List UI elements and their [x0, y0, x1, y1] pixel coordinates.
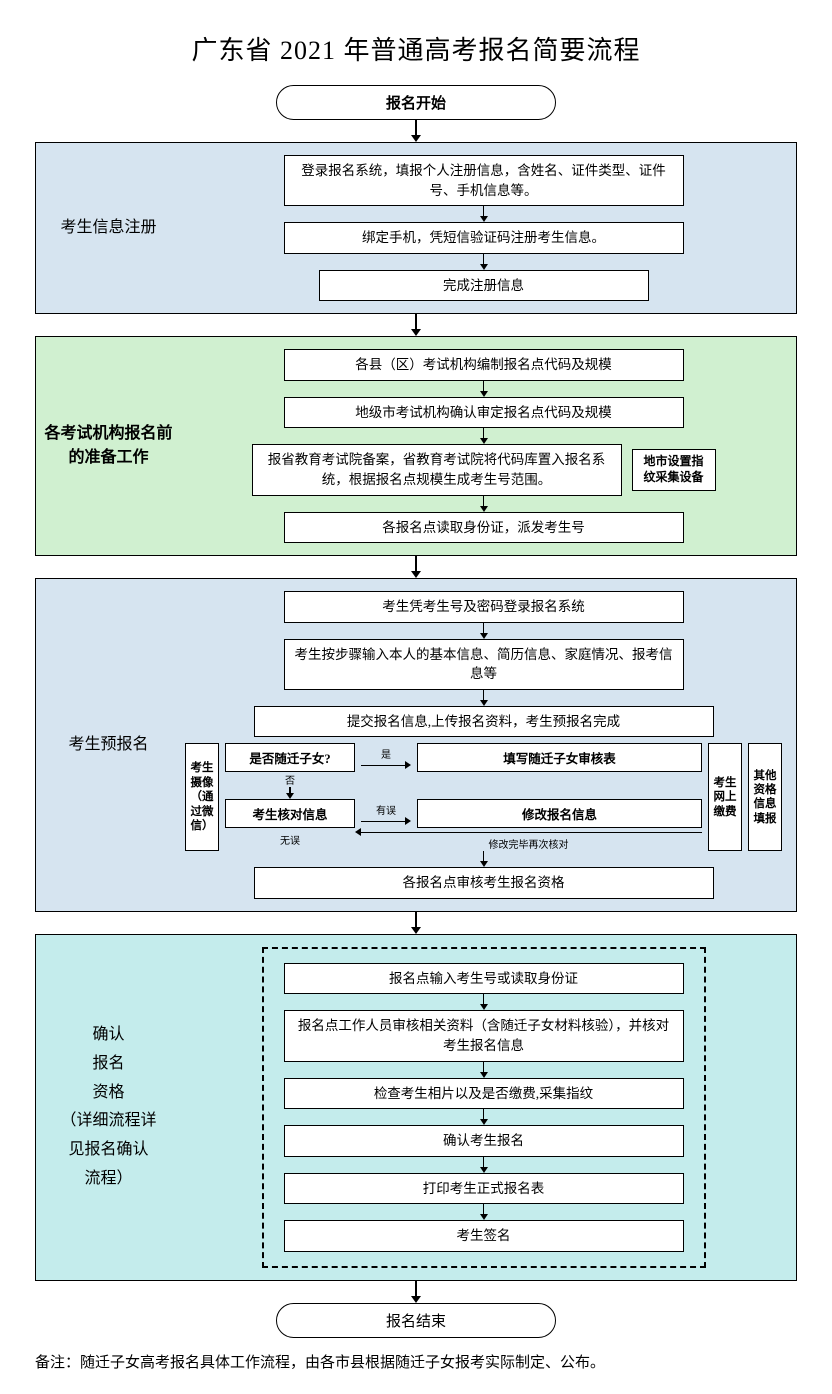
- step-box: 考生签名: [284, 1220, 684, 1252]
- step-box: 各报名点审核考生报名资格: [254, 867, 714, 899]
- section-registration: 考生信息注册 登录报名系统，填报个人注册信息，含姓名、证件类型、证件号、手机信息…: [35, 142, 797, 314]
- edge-label-ok: 无误: [225, 832, 355, 847]
- section-body: 登录报名系统，填报个人注册信息，含姓名、证件类型、证件号、手机信息等。 绑定手机…: [181, 143, 796, 313]
- step-box: 考生凭考生号及密码登录报名系统: [284, 591, 684, 623]
- end-node: 报名结束: [276, 1303, 556, 1338]
- step-box: 检查考生相片以及是否缴费,采集指纹: [284, 1078, 684, 1110]
- step-box: 各报名点读取身份证，派发考生号: [284, 512, 684, 544]
- edge-label-no: 否: [285, 772, 295, 787]
- arrow: [480, 381, 488, 397]
- edge-label-yes: 是: [361, 746, 411, 761]
- step-box: 绑定手机，凭短信验证码注册考生信息。: [284, 222, 684, 254]
- verify-box: 考生核对信息: [225, 799, 355, 828]
- step-box: 考生按步骤输入本人的基本信息、简历信息、家庭情况、报考信息等: [284, 639, 684, 690]
- edge-label-error: 有误: [361, 802, 411, 817]
- edge-label-redo: 修改完毕再次核对: [355, 836, 702, 851]
- arrow: [35, 1281, 797, 1303]
- start-node: 报名开始: [276, 85, 556, 120]
- arrow: [480, 994, 488, 1010]
- fill-form-box: 填写随迁子女审核表: [417, 743, 702, 772]
- arrow: [480, 851, 488, 867]
- step-box: 地级市考试机构确认审定报名点代码及规模: [284, 397, 684, 429]
- step-box: 各县（区）考试机构编制报名点代码及规模: [284, 349, 684, 381]
- arrow: [480, 428, 488, 444]
- arrow: [480, 1204, 488, 1220]
- step-box: 提交报名信息,上传报名资料，考生预报名完成: [254, 706, 714, 738]
- step-box: 登录报名系统，填报个人注册信息，含姓名、证件类型、证件号、手机信息等。: [284, 155, 684, 206]
- arrow: [480, 1157, 488, 1173]
- arrow: [480, 496, 488, 512]
- section-confirm: 确认报名资格（详细流程详见报名确认流程） 报名点输入考生号或读取身份证 报名点工…: [35, 934, 797, 1281]
- step-box: 报名点工作人员审核相关资料（含随迁子女材料核验），并核对考生报名信息: [284, 1010, 684, 1061]
- step-box: 打印考生正式报名表: [284, 1173, 684, 1205]
- step-box: 确认考生报名: [284, 1125, 684, 1157]
- pre-reg-middle: 考生摄像（通过微信） 是否随迁子女? 是 填写随迁子女审核表 否: [185, 743, 782, 851]
- arrow: [35, 556, 797, 578]
- pay-box: 考生网上缴费: [708, 743, 742, 851]
- arrow: [35, 314, 797, 336]
- step-box: 完成注册信息: [319, 270, 649, 302]
- section-preparation: 各考试机构报名前的准备工作 各县（区）考试机构编制报名点代码及规模 地级市考试机…: [35, 336, 797, 556]
- section-label: 确认报名资格（详细流程详见报名确认流程）: [36, 935, 181, 1280]
- arrow: [480, 1062, 488, 1078]
- step-box: 报名点输入考生号或读取身份证: [284, 963, 684, 995]
- section-body: 考生凭考生号及密码登录报名系统 考生按步骤输入本人的基本信息、简历信息、家庭情况…: [181, 579, 796, 911]
- arrow: [480, 690, 488, 706]
- arrow: [35, 120, 797, 142]
- arrow: [480, 1109, 488, 1125]
- decision-area: 是否随迁子女? 是 填写随迁子女审核表 否 考生核对信息: [225, 743, 702, 851]
- fix-box: 修改报名信息: [417, 799, 702, 828]
- dashed-container: 报名点输入考生号或读取身份证 报名点工作人员审核相关资料（含随迁子女材料核验），…: [262, 947, 706, 1268]
- arrow: [35, 912, 797, 934]
- section-label: 考生预报名: [36, 579, 181, 911]
- side-box: 地市设置指纹采集设备: [632, 449, 716, 490]
- page-title: 广东省 2021 年普通高考报名简要流程: [35, 30, 797, 67]
- section-body: 报名点输入考生号或读取身份证 报名点工作人员审核相关资料（含随迁子女材料核验），…: [181, 935, 796, 1280]
- arrow: [480, 206, 488, 222]
- arrow: [480, 623, 488, 639]
- other-box: 其他资格信息填报: [748, 743, 782, 851]
- footnote: 备注：随迁子女高考报名具体工作流程，由各市县根据随迁子女报考实际制定、公布。: [35, 1352, 797, 1375]
- camera-box: 考生摄像（通过微信）: [185, 743, 219, 851]
- section-label: 考生信息注册: [36, 143, 181, 313]
- section-label: 各考试机构报名前的准备工作: [36, 337, 181, 555]
- step-box: 报省教育考试院备案，省教育考试院将代码库置入报名系统，根据报名点规模生成考生号范…: [252, 444, 622, 495]
- decision-node: 是否随迁子女?: [225, 743, 355, 772]
- section-pre-registration: 考生预报名 考生凭考生号及密码登录报名系统 考生按步骤输入本人的基本信息、简历信…: [35, 578, 797, 912]
- section-body: 各县（区）考试机构编制报名点代码及规模 地级市考试机构确认审定报名点代码及规模 …: [181, 337, 796, 555]
- arrow: [480, 254, 488, 270]
